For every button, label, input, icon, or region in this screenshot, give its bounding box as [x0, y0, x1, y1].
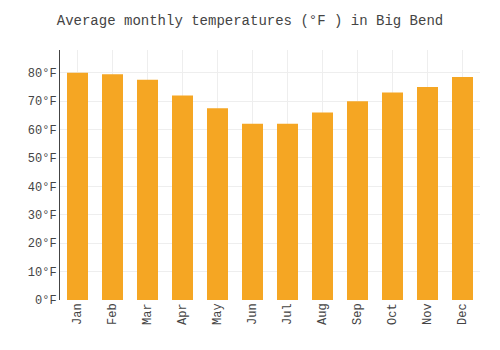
svg-text:Jul: Jul — [281, 303, 295, 325]
svg-text:May: May — [211, 303, 225, 325]
svg-text:80°F: 80°F — [28, 67, 57, 81]
svg-text:60°F: 60°F — [28, 124, 57, 138]
svg-text:Nov: Nov — [421, 303, 435, 325]
svg-text:Dec: Dec — [456, 303, 470, 325]
svg-text:0°F: 0°F — [35, 294, 57, 308]
svg-text:Jun: Jun — [246, 303, 260, 325]
svg-text:Mar: Mar — [141, 303, 155, 325]
svg-text:70°F: 70°F — [28, 95, 57, 109]
svg-text:Average monthly temperatures (: Average monthly temperatures (°F ) in Bi… — [57, 13, 443, 29]
svg-text:Apr: Apr — [176, 303, 190, 325]
svg-text:20°F: 20°F — [28, 237, 57, 251]
svg-text:30°F: 30°F — [28, 209, 57, 223]
svg-text:Jan: Jan — [71, 303, 85, 325]
svg-text:10°F: 10°F — [28, 266, 57, 280]
svg-text:Aug: Aug — [316, 303, 330, 325]
svg-text:50°F: 50°F — [28, 152, 57, 166]
svg-text:Feb: Feb — [106, 303, 120, 325]
svg-text:40°F: 40°F — [28, 181, 57, 195]
svg-text:Sep: Sep — [351, 303, 365, 325]
svg-text:Oct: Oct — [386, 303, 400, 325]
